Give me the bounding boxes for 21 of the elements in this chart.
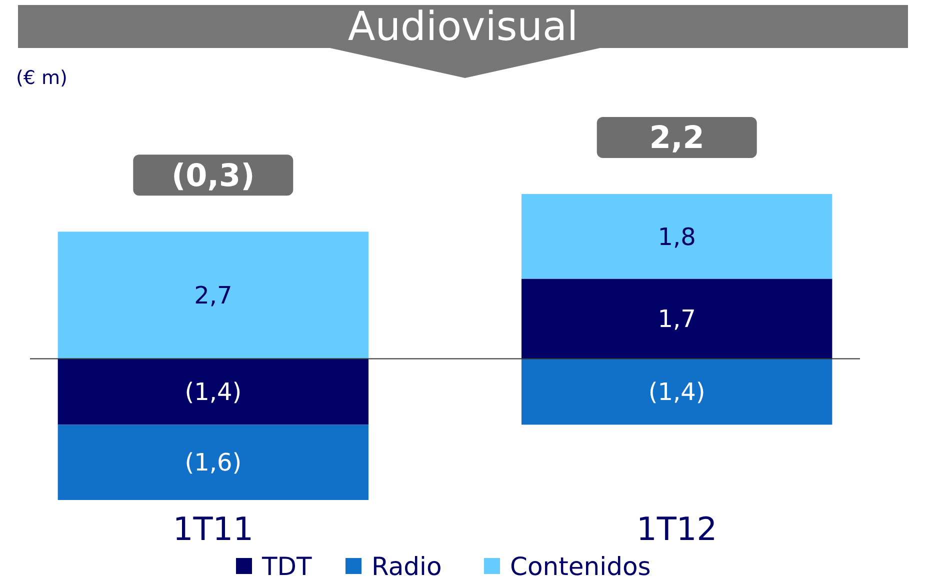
total-label: 2,2 <box>649 120 704 156</box>
data-label: (1,4) <box>648 378 706 406</box>
legend-label: TDT <box>261 552 313 581</box>
total-label: (0,3) <box>172 158 255 194</box>
chart-title: Audiovisual <box>348 4 578 50</box>
bar <box>522 278 832 359</box>
bar <box>58 424 368 500</box>
data-label: 2,7 <box>194 282 232 310</box>
bar <box>58 358 368 425</box>
legend-label: Radio <box>372 552 442 581</box>
bar <box>58 232 368 359</box>
data-label: 1,7 <box>658 305 696 334</box>
x-tick-label: 1T11 <box>172 510 254 548</box>
bar <box>522 358 832 425</box>
data-label: (1,6) <box>184 448 242 477</box>
bar <box>522 194 832 279</box>
legend-label: Contenidos <box>510 552 651 581</box>
text: (€ m) <box>16 67 68 89</box>
x-tick-label: 1T12 <box>636 510 718 548</box>
data-label: 1,8 <box>658 222 696 251</box>
data-label: (1,4) <box>184 378 242 406</box>
